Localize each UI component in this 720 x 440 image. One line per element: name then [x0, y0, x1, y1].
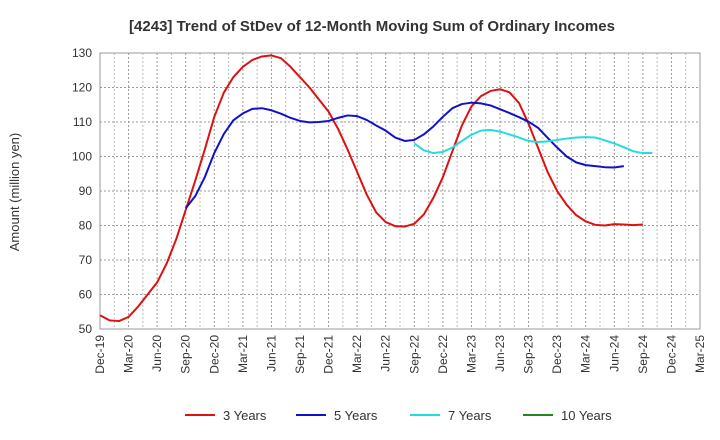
x-tick-label: Jun-20	[150, 335, 164, 372]
legend-label: 7 Years	[448, 408, 492, 423]
series-line-7-years	[413, 128, 653, 155]
grid	[99, 52, 701, 330]
x-tick-label: Sep-20	[179, 335, 193, 374]
y-tick-label: 120	[72, 81, 92, 95]
x-tick-label: Sep-24	[636, 335, 650, 374]
x-tick-label: Mar-20	[122, 335, 136, 373]
x-tick-label: Sep-23	[522, 335, 536, 374]
y-tick-label: 70	[79, 253, 93, 267]
y-tick-label: 60	[79, 288, 93, 302]
x-tick-label: Dec-24	[664, 335, 678, 374]
y-tick-label: 100	[72, 150, 92, 164]
x-tick-label: Jun-24	[607, 335, 621, 372]
y-tick-label: 130	[72, 46, 92, 60]
chart-title: [4243] Trend of StDev of 12-Month Moving…	[129, 18, 615, 35]
legend-label: 10 Years	[561, 408, 612, 423]
plot-area-frame	[99, 52, 701, 330]
x-tick-label: Mar-22	[350, 335, 364, 373]
x-tick-label: Jun-22	[379, 335, 393, 372]
x-tick-label: Dec-20	[207, 335, 221, 374]
x-tick-label: Jun-23	[493, 335, 507, 372]
series-layer	[99, 54, 653, 323]
x-tick-label: Sep-22	[407, 335, 421, 374]
y-tick-label: 80	[79, 219, 93, 233]
x-tick-label: Dec-23	[550, 335, 564, 374]
x-tick-label: Mar-23	[464, 335, 478, 373]
x-tick-label: Mar-25	[693, 335, 707, 373]
axis-ticks: 50 60 70 80 90 100 110 120 130 Dec-19 Mar-20 Jun-20…	[72, 46, 707, 374]
y-axis-label: Amount (million yen)	[7, 133, 22, 252]
series-line-3-years	[99, 54, 643, 323]
y-tick-label: 90	[79, 184, 93, 198]
legend: 3 Years 5 Years 7 Years 10 Years	[185, 408, 612, 423]
x-tick-label: Dec-21	[322, 335, 336, 374]
x-tick-label: Sep-21	[293, 335, 307, 374]
legend-label: 3 Years	[223, 408, 267, 423]
x-tick-label: Dec-19	[93, 335, 107, 374]
x-tick-label: Mar-21	[236, 335, 250, 373]
y-tick-label: 50	[79, 322, 93, 336]
legend-label: 5 Years	[334, 408, 378, 423]
x-tick-label: Mar-24	[579, 335, 593, 373]
y-tick-label: 110	[73, 115, 92, 129]
x-tick-label: Dec-22	[436, 335, 450, 374]
x-tick-label: Jun-21	[264, 335, 278, 372]
